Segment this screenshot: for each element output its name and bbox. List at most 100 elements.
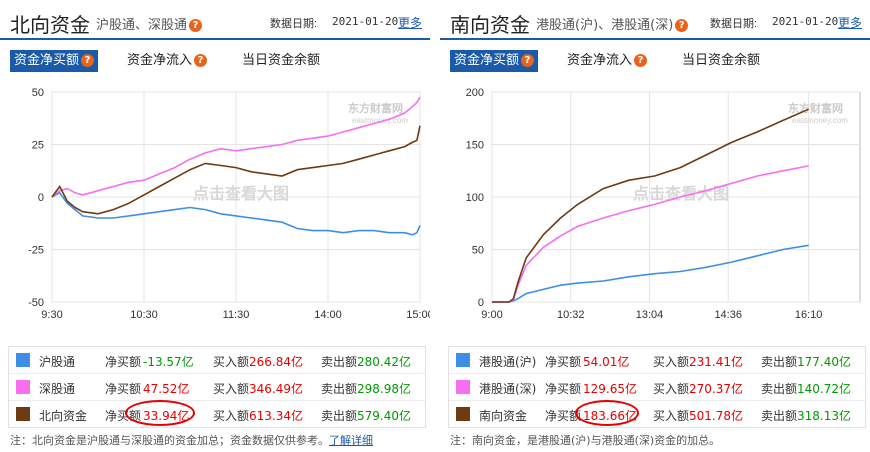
view-large-watermark: 点击查看大图 — [633, 184, 729, 203]
net-buy-label: 净买额 — [545, 382, 582, 396]
y-tick-label: 0 — [478, 297, 484, 309]
series-swatch — [456, 353, 470, 367]
buy-value: 270.37亿 — [689, 382, 743, 396]
help-icon[interactable]: ? — [675, 19, 689, 32]
x-tick-label: 10:32 — [557, 309, 585, 321]
sell-value: 298.98亿 — [357, 382, 411, 396]
x-tick-label: 11:30 — [223, 309, 250, 321]
brand-watermark: 东方财富网 — [788, 101, 843, 115]
panel-subtitle[interactable]: 沪股通、深股通? — [96, 14, 203, 33]
net-buy-label: 净买额 — [545, 355, 582, 369]
sell-value: 318.13亿 — [797, 409, 851, 423]
y-tick-label: 100 — [466, 192, 484, 204]
net-buy-value: 33.94亿 — [143, 409, 190, 423]
tab-day-balance[interactable]: 当日资金余额 — [682, 53, 761, 68]
more-link[interactable]: 更多 — [398, 16, 423, 30]
series-name: 北向资金 — [39, 409, 88, 423]
panel-subtitle[interactable]: 港股通(沪)、港股通(深)? — [536, 14, 689, 33]
x-tick-label: 15:00 — [406, 309, 430, 321]
sell-label: 卖出额 — [761, 382, 798, 396]
details-link[interactable]: 了解详细 — [329, 434, 373, 447]
net-buy-value: -13.57亿 — [143, 355, 194, 369]
buy-label: 买入额 — [653, 382, 690, 396]
buy-value: 231.41亿 — [689, 355, 743, 369]
x-tick-label: 14:00 — [314, 309, 342, 321]
net-buy-value: 129.65亿 — [583, 382, 637, 396]
legend-row: 深股通 净买额 47.52亿 买入额 346.49亿 卖出额 298.98亿 — [9, 374, 425, 401]
subtitle-text: 港股通(沪)、港股通(深) — [536, 18, 674, 33]
buy-value: 346.49亿 — [249, 382, 303, 396]
view-large-watermark: 点击查看大图 — [193, 184, 289, 203]
net-buy-label: 净买额 — [105, 355, 142, 369]
panel-header: 南向资金 港股通(沪)、港股通(深)? 数据日期: 2021-01-20 更多 — [440, 0, 870, 40]
help-icon[interactable]: ? — [521, 54, 535, 67]
buy-value: 266.84亿 — [249, 355, 303, 369]
tab-net-buy[interactable]: 资金净买额? — [10, 50, 99, 72]
x-tick-label: 9:00 — [481, 309, 502, 321]
southbound-chart-svg: 0 50 100 150 200 9:00 10:32 13:04 14:36 16:10 东方财富… — [466, 87, 861, 321]
tab-net-buy[interactable]: 资金净买额? — [450, 50, 539, 72]
net-buy-label: 净买额 — [105, 409, 142, 423]
series-line — [51, 96, 421, 198]
help-icon[interactable]: ? — [81, 54, 95, 67]
legend-table: 沪股通 净买额 -13.57亿 买入额 266.84亿 卖出额 280.42亿 深股通 净买额 4… — [8, 346, 426, 428]
panel-title: 南向资金 — [450, 13, 530, 37]
brand-watermark-en: eastmoney.com — [352, 116, 408, 125]
x-tick-label: 16:10 — [795, 309, 823, 321]
series-name: 港股通(深) — [479, 382, 537, 396]
y-tick-label: 50 — [32, 87, 44, 99]
southbound-chart[interactable]: 0 50 100 150 200 9:00 10:32 13:04 14:36 16:10 东方财富… — [450, 82, 870, 338]
tab-net-inflow[interactable]: 资金净流入? — [123, 50, 211, 72]
help-icon[interactable]: ? — [634, 54, 648, 67]
legend-table: 港股通(沪) 净买额 54.01亿 买入额 231.41亿 卖出额 177.40亿 港股通(深… — [448, 346, 866, 428]
y-tick-label: 50 — [472, 245, 484, 257]
help-icon[interactable]: ? — [194, 54, 208, 67]
footnote: 注：南向资金，是港股通(沪)与港股通(深)资金的加总。 — [450, 432, 720, 448]
sell-value: 579.40亿 — [357, 409, 411, 423]
x-tick-label: 14:36 — [714, 309, 742, 321]
series-swatch — [16, 353, 30, 367]
x-tick-label: 9:30 — [41, 309, 62, 321]
tab-day-balance[interactable]: 当日资金余额 — [242, 53, 321, 68]
series-name: 南向资金 — [479, 409, 528, 423]
northbound-chart[interactable]: -50 -25 0 25 50 9:30 10:30 11:30 14:00 15:00 东方财富网… — [10, 82, 430, 338]
legend-row: 港股通(深) 净买额 129.65亿 买入额 270.37亿 卖出额 140.72亿 — [449, 374, 865, 401]
y-tick-label: 25 — [32, 140, 44, 152]
help-icon[interactable]: ? — [189, 19, 203, 32]
tab-net-inflow[interactable]: 资金净流入? — [563, 50, 651, 72]
footnote-text: 注：南向资金，是港股通(沪)与港股通(深)资金的加总。 — [450, 434, 721, 447]
x-tick-label: 10:30 — [130, 309, 158, 321]
series-swatch — [456, 380, 470, 394]
footnote: 注：北向资金是沪股通与深股通的资金加总；资金数据仅供参考。了解详细 — [10, 432, 373, 448]
brand-watermark: 东方财富网 — [348, 101, 403, 115]
buy-value: 613.34亿 — [249, 409, 303, 423]
buy-label: 买入额 — [213, 355, 250, 369]
legend-row: 南向资金 净买额 183.66亿 买入额 501.78亿 卖出额 318.13亿 — [449, 401, 865, 428]
more-link[interactable]: 更多 — [838, 16, 863, 30]
date-label: 数据日期: — [270, 18, 318, 30]
legend-row: 港股通(沪) 净买额 54.01亿 买入额 231.41亿 卖出额 177.40亿 — [449, 347, 865, 374]
sell-value: 280.42亿 — [357, 355, 411, 369]
series-line — [51, 191, 421, 236]
y-tick-label: 0 — [38, 192, 44, 204]
date-value: 2021-01-20 — [772, 15, 839, 28]
series-name: 沪股通 — [39, 355, 76, 369]
y-tick-label: 200 — [466, 87, 484, 99]
date-label: 数据日期: — [710, 18, 758, 30]
series-line — [51, 125, 421, 215]
y-tick-label: 150 — [466, 140, 484, 152]
net-buy-value: 47.52亿 — [143, 382, 190, 396]
panel-title: 北向资金 — [10, 13, 90, 37]
series-swatch — [16, 407, 30, 421]
northbound-panel: 北向资金 沪股通、深股通? 数据日期: 2021-01-20 更多 资金净买额?… — [0, 0, 430, 452]
subtitle-text: 沪股通、深股通 — [96, 18, 188, 33]
series-swatch — [16, 380, 30, 394]
buy-value: 501.78亿 — [689, 409, 743, 423]
northbound-chart-svg: -50 -25 0 25 50 9:30 10:30 11:30 14:00 15:00 东方财富网… — [28, 87, 430, 321]
series-line — [492, 108, 810, 303]
brand-watermark-en: eastmoney.com — [792, 116, 848, 125]
buy-label: 买入额 — [213, 409, 250, 423]
sell-value: 140.72亿 — [797, 382, 851, 396]
sell-value: 177.40亿 — [797, 355, 851, 369]
southbound-panel: 南向资金 港股通(沪)、港股通(深)? 数据日期: 2021-01-20 更多 … — [440, 0, 870, 452]
